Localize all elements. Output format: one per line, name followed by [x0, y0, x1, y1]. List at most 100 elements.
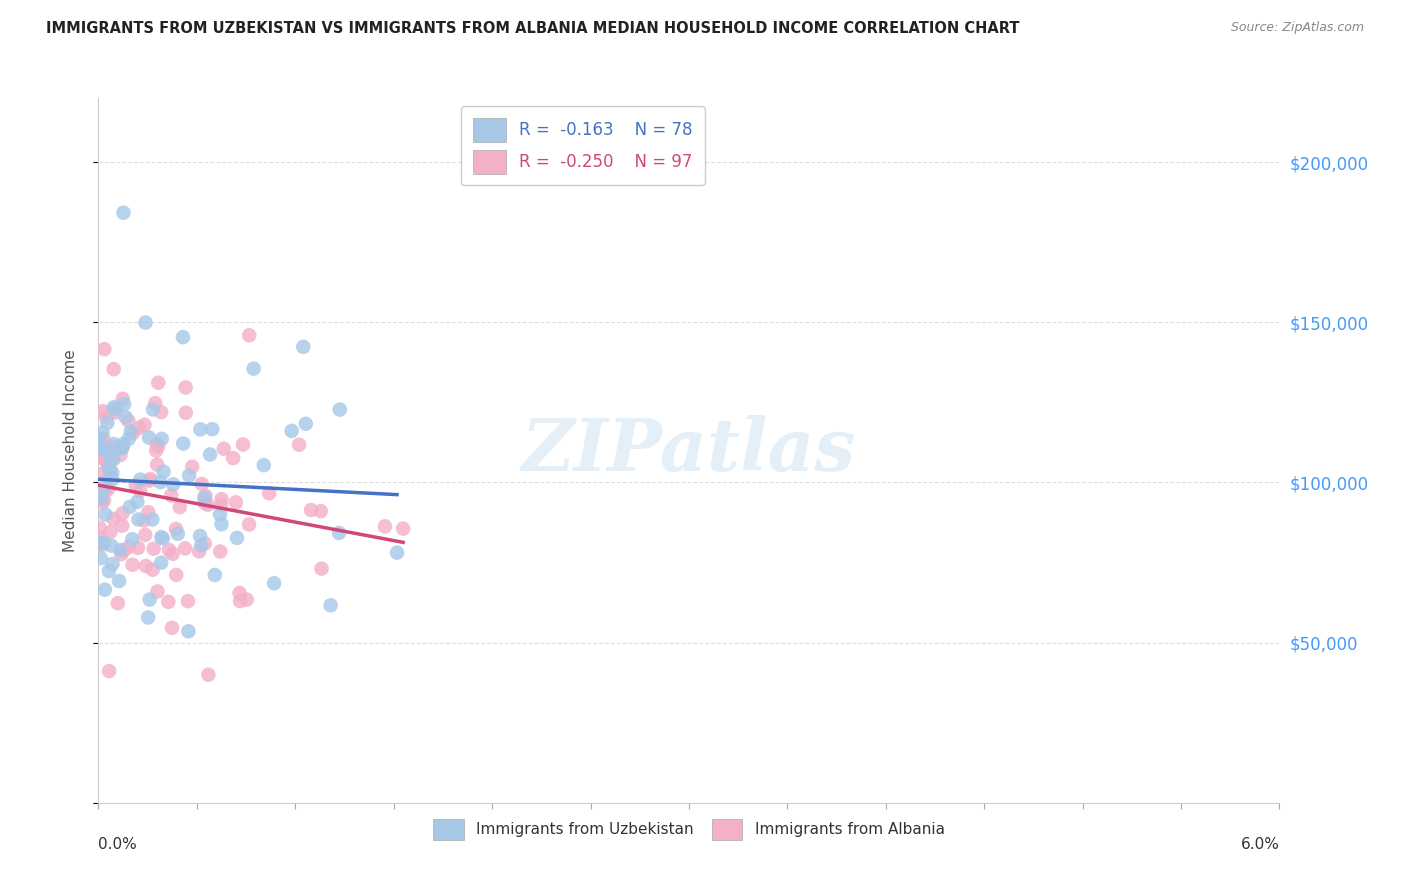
Point: [93, 493, 115, 508]
Point: [90, 442, 112, 456]
Point: [111, 518, 134, 533]
Point: [150, 405, 173, 419]
Point: [89, 531, 111, 545]
Point: [134, 417, 156, 432]
Point: [177, 624, 200, 639]
Point: [125, 478, 148, 492]
Point: [201, 422, 224, 436]
Point: [141, 512, 163, 526]
Point: [94, 409, 117, 424]
Point: [142, 402, 165, 417]
Point: [91, 451, 114, 466]
Point: [197, 498, 219, 512]
Point: [181, 459, 204, 474]
Point: [104, 405, 127, 419]
Point: [166, 526, 188, 541]
Point: [107, 596, 129, 610]
Point: [145, 437, 167, 451]
Point: [100, 539, 122, 553]
Point: [91, 432, 114, 446]
Point: [179, 468, 201, 483]
Point: [101, 466, 124, 480]
Point: [263, 576, 285, 591]
Point: [108, 574, 131, 588]
Point: [174, 380, 197, 394]
Point: [94, 582, 117, 597]
Point: [145, 443, 167, 458]
Point: [118, 540, 141, 554]
Point: [87, 432, 110, 446]
Point: [91, 442, 114, 457]
Point: [138, 431, 160, 445]
Point: [118, 432, 141, 446]
Point: [122, 425, 145, 440]
Point: [253, 458, 276, 472]
Point: [194, 489, 217, 503]
Point: [127, 541, 149, 555]
Point: [143, 396, 166, 410]
Point: [288, 438, 311, 452]
Point: [211, 492, 233, 507]
Point: [172, 436, 194, 450]
Point: [152, 465, 174, 479]
Point: [136, 610, 159, 624]
Point: [139, 472, 162, 486]
Point: [112, 437, 135, 451]
Point: [198, 448, 221, 462]
Point: [142, 541, 165, 556]
Point: [138, 505, 160, 519]
Point: [165, 522, 187, 536]
Point: [225, 495, 247, 509]
Text: ZIPatlas: ZIPatlas: [522, 415, 856, 486]
Point: [208, 508, 231, 522]
Point: [91, 404, 114, 418]
Point: [98, 464, 121, 478]
Point: [235, 592, 257, 607]
Point: [392, 522, 415, 536]
Point: [385, 546, 408, 560]
Point: [129, 473, 152, 487]
Point: [97, 461, 120, 475]
Point: [172, 330, 194, 344]
Point: [209, 498, 232, 512]
Point: [162, 547, 184, 561]
Point: [129, 483, 152, 498]
Point: [93, 484, 115, 499]
Point: [127, 512, 149, 526]
Point: [132, 513, 155, 527]
Point: [150, 432, 173, 446]
Point: [188, 544, 211, 558]
Point: [91, 467, 114, 481]
Point: [111, 441, 134, 455]
Point: [98, 524, 121, 539]
Point: [162, 477, 184, 491]
Point: [98, 449, 121, 463]
Point: [111, 441, 134, 455]
Point: [118, 500, 141, 514]
Point: [101, 557, 124, 571]
Point: [212, 442, 235, 456]
Point: [157, 543, 180, 558]
Point: [93, 449, 115, 463]
Point: [191, 477, 214, 491]
Point: [328, 525, 350, 540]
Point: [257, 486, 280, 500]
Point: [229, 594, 252, 608]
Point: [111, 392, 134, 406]
Point: [194, 536, 217, 550]
Point: [110, 547, 132, 561]
Point: [146, 584, 169, 599]
Point: [222, 451, 245, 466]
Point: [110, 441, 132, 455]
Point: [193, 491, 215, 505]
Point: [193, 496, 215, 510]
Y-axis label: Median Household Income: Median Household Income: [63, 349, 77, 552]
Point: [138, 592, 160, 607]
Point: [112, 543, 135, 558]
Text: Source: ZipAtlas.com: Source: ZipAtlas.com: [1230, 21, 1364, 34]
Point: [91, 438, 114, 452]
Point: [228, 586, 250, 600]
Point: [150, 556, 173, 570]
Point: [101, 472, 124, 486]
Point: [292, 340, 315, 354]
